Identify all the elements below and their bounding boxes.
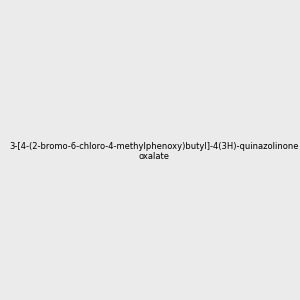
Text: 3-[4-(2-bromo-6-chloro-4-methylphenoxy)butyl]-4(3H)-quinazolinone oxalate: 3-[4-(2-bromo-6-chloro-4-methylphenoxy)b… (9, 142, 298, 161)
